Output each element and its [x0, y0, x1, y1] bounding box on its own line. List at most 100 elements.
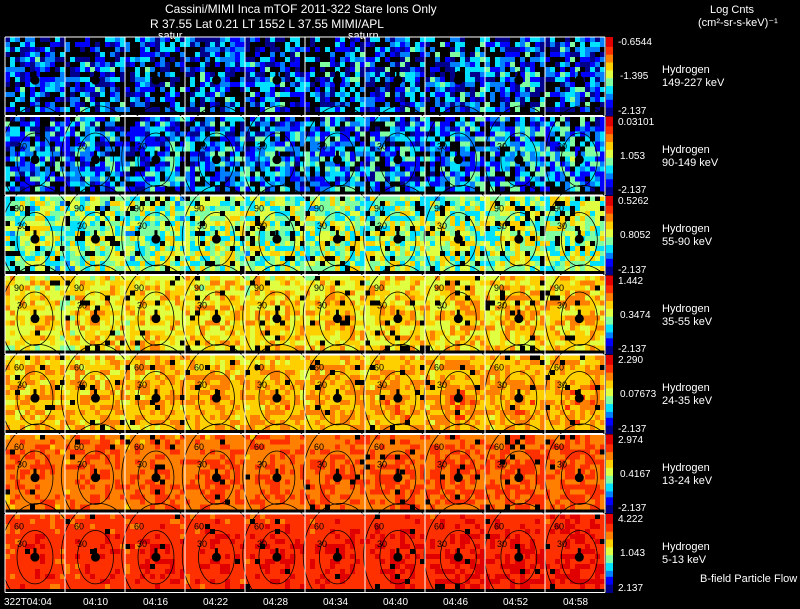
svg-text:30: 30: [317, 221, 327, 231]
svg-text:90: 90: [254, 204, 264, 214]
energy-label: 35-55 keV: [662, 315, 713, 328]
svg-text:90: 90: [554, 204, 564, 214]
image-panel: [425, 37, 485, 112]
svg-text:30: 30: [137, 221, 147, 231]
colorbar-max: 2.974: [618, 434, 644, 446]
colorbar-mid: 0.4167: [620, 468, 651, 480]
svg-text:30: 30: [197, 221, 207, 231]
orbit-info: R 37.55 Lat 0.21 LT 1552 L 37.55 MIMI/AP…: [150, 17, 384, 31]
svg-text:90: 90: [374, 204, 384, 214]
image-panel: 30: [60, 105, 137, 210]
colorbar-max: -0.6544: [618, 37, 652, 48]
x-tick-label: 04:46: [443, 597, 469, 608]
x-tick-label: 04:10: [83, 597, 109, 608]
colorbar-mid: -1.395: [620, 71, 649, 83]
svg-text:30: 30: [17, 141, 27, 151]
colorbar-min: -2.137: [618, 185, 647, 196]
x-tick-label: 04:28: [263, 597, 289, 608]
colorbar-min: -2.137: [618, 344, 647, 355]
energy-label: 149-227 keV: [662, 77, 725, 90]
svg-text:90: 90: [314, 204, 324, 214]
svg-text:30: 30: [317, 141, 327, 151]
svg-text:30: 30: [137, 141, 147, 151]
colorbar-mid: 1.053: [620, 150, 646, 162]
units-label: (cm²-sr-s-keV)⁻¹: [698, 17, 778, 29]
species-label: Hydrogen: [662, 302, 710, 315]
colorbar: [606, 116, 613, 196]
colorbar: [606, 355, 613, 434]
colorbar-max: 0.03101: [618, 116, 655, 128]
svg-text:30: 30: [437, 221, 447, 231]
image-panel: 30: [0, 105, 76, 210]
image-panel: [245, 37, 305, 112]
svg-text:30: 30: [17, 221, 27, 231]
species-label: Hydrogen: [662, 461, 710, 474]
x-tick-label: 04:52: [503, 597, 529, 608]
species-label: Hydrogen: [662, 223, 710, 236]
image-panel: 30 90: [363, 184, 439, 290]
svg-text:90: 90: [494, 204, 504, 214]
x-tick-label: 04:40: [383, 597, 409, 608]
svg-text:30: 30: [77, 221, 87, 231]
svg-text:30: 30: [557, 221, 567, 231]
image-panel: [125, 37, 185, 112]
svg-text:30: 30: [557, 141, 567, 151]
image-panel: 30 90: [121, 184, 197, 290]
colorbar-max: 1.442: [618, 275, 644, 287]
svg-text:30: 30: [377, 221, 387, 231]
image-panel: 30 90: [0, 184, 76, 290]
colorbar: [606, 196, 613, 275]
image-panel: 30: [484, 105, 560, 210]
image-panel: [485, 37, 545, 112]
image-panel: 30: [181, 105, 258, 210]
image-panel: [545, 37, 605, 112]
image-panel: 30: [423, 105, 499, 210]
colorbar-mid: 0.3474: [620, 309, 651, 321]
image-panel: 30: [363, 105, 439, 210]
colorbar: [606, 37, 613, 116]
svg-text:90: 90: [434, 204, 444, 214]
image-panel: [5, 37, 65, 112]
svg-text:90: 90: [14, 283, 24, 293]
image-panel: [185, 37, 245, 112]
svg-text:90: 90: [194, 204, 204, 214]
svg-text:30: 30: [377, 141, 387, 151]
svg-text:30: 30: [197, 141, 207, 151]
colorbar-mid: 1.043: [620, 548, 646, 560]
image-panel: 30 90: [544, 184, 620, 290]
image-panel: 30 90: [181, 184, 258, 290]
colorbar: [606, 514, 613, 593]
image-panel: [365, 37, 425, 112]
image-panel: [305, 37, 365, 112]
image-panel: 30: [302, 105, 378, 210]
image-panel: 30 90: [423, 184, 499, 290]
svg-text:90: 90: [134, 204, 144, 214]
x-tick-label: 04:34: [323, 597, 349, 608]
energy-label: 24-35 keV: [662, 395, 713, 408]
svg-text:90: 90: [14, 204, 24, 214]
colorbar-min: -2.137: [618, 423, 647, 435]
